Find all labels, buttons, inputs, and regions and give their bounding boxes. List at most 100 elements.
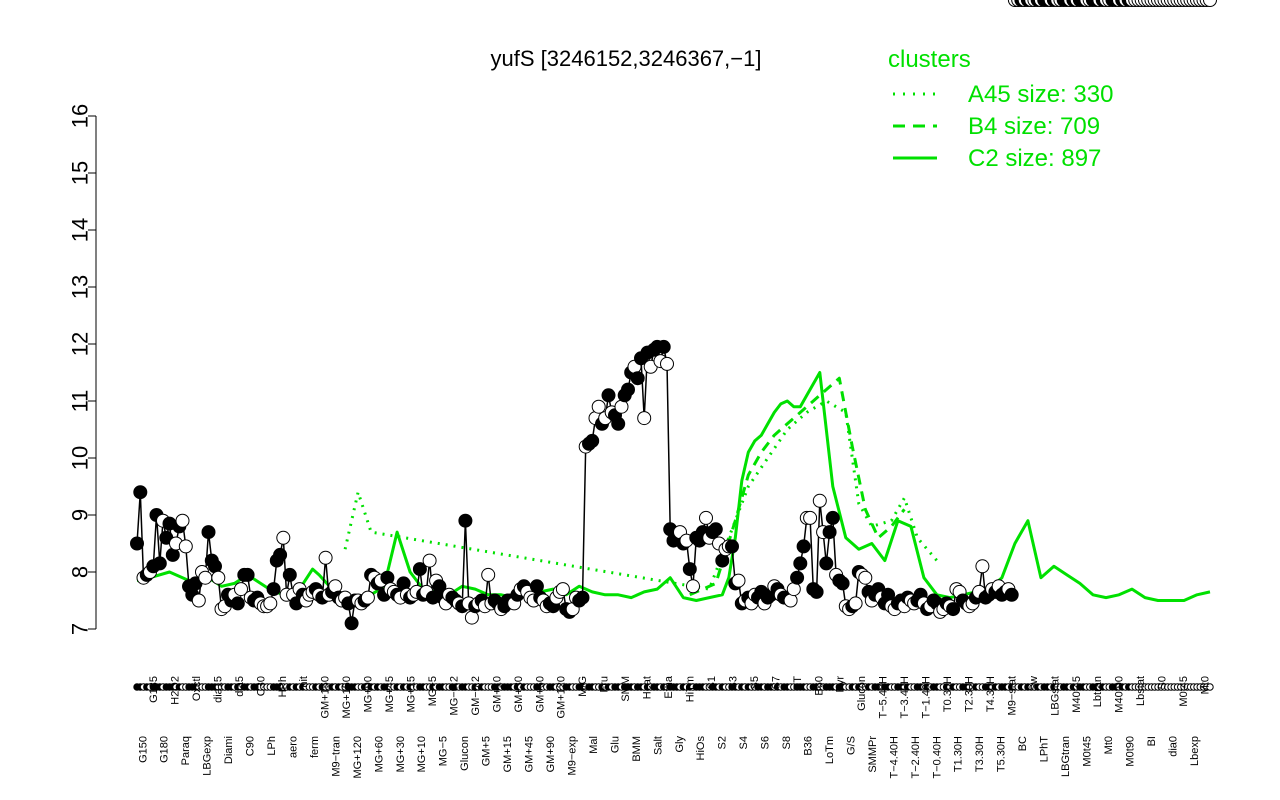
x-tick-label: Diami <box>223 736 235 764</box>
x-tick-label: ferm <box>309 736 321 758</box>
x-tick-label: Lbstat <box>1135 676 1147 706</box>
x-tick-label: MG+30 <box>395 736 407 772</box>
data-point <box>793 556 808 571</box>
data-point <box>240 567 255 582</box>
data-point <box>682 562 697 577</box>
data-point <box>790 570 805 585</box>
x-tick-label: MG+10 <box>416 736 428 772</box>
x-tick-label: GM+60 <box>534 676 546 712</box>
x-tick-label: B60 <box>813 676 825 696</box>
legend-label-c2: C2 size: 897 <box>968 145 1101 172</box>
x-tick-label: G135 <box>148 676 160 703</box>
x-tick-label: T2.30H <box>963 676 975 712</box>
data-point <box>575 590 590 605</box>
data-point <box>230 596 245 611</box>
data-point <box>699 510 713 525</box>
x-tick-label: T4.30H <box>985 676 997 712</box>
points-layer <box>130 0 1217 631</box>
x-tick-label: HiOs <box>695 736 707 761</box>
profile-line <box>136 345 1013 624</box>
x-tick-label: H2O2 <box>169 676 181 705</box>
data-point <box>630 371 645 386</box>
data-point <box>848 596 863 611</box>
x-tick-label: MG+5 <box>427 676 439 706</box>
x-tick-label: Paraq <box>180 736 192 765</box>
y-tick-label: 7 <box>68 623 93 635</box>
x-rug <box>133 683 1214 691</box>
x-tick-label: M40t45 <box>1071 676 1083 713</box>
x-tick-label: Lbtran <box>1092 676 1104 707</box>
data-point <box>858 570 873 585</box>
series-line-solid <box>136 371 1211 602</box>
data-point <box>318 550 333 565</box>
data-point <box>585 433 600 448</box>
x-tick-label: GM+5 <box>481 736 493 766</box>
data-point <box>198 570 213 585</box>
y-tick-label: 10 <box>68 446 93 470</box>
data-point <box>731 573 746 588</box>
x-tick-label: BC <box>1017 736 1029 751</box>
data-point <box>660 356 674 371</box>
x-tick-label: M9−exp <box>566 736 578 775</box>
x-tick-label: S6 <box>760 736 772 749</box>
x-tick-label: T−1.40H <box>921 676 933 719</box>
x-tick-label: LoTm <box>824 736 836 764</box>
data-point <box>656 339 671 354</box>
x-tick-label: GM+30 <box>513 676 525 712</box>
data-point <box>152 556 167 571</box>
x-tick-label: MG+90 <box>363 676 375 712</box>
data-point <box>725 539 739 554</box>
x-tick-label: MG+15 <box>405 676 417 712</box>
x-tick-label: MG+150 <box>341 676 353 719</box>
x-tick-label: M0t45 <box>1178 676 1190 707</box>
x-tick-label: M9−stat <box>1006 676 1018 715</box>
x-tick-label: Fru <box>599 676 611 693</box>
data-point <box>796 539 811 554</box>
data-point <box>611 416 626 431</box>
x-tick-label: GM+90 <box>545 736 557 772</box>
x-tick-label: M9−tran <box>330 736 342 777</box>
x-tick-label: nit <box>298 676 310 688</box>
data-point <box>263 596 278 611</box>
x-tick-label: M/G <box>577 676 589 697</box>
data-point <box>481 567 496 582</box>
data-point <box>282 567 297 582</box>
x-tick-label: GM+45 <box>523 736 535 772</box>
x-tick-label: GM+150 <box>320 676 332 719</box>
x-tick-label: Pyr <box>835 676 847 693</box>
y-tick-label: 12 <box>68 332 93 356</box>
x-tick-label: SMM <box>620 676 632 702</box>
data-point <box>130 536 144 551</box>
x-tick-label: T−0.40H <box>931 736 943 779</box>
x-tick-label: S3 <box>727 676 739 689</box>
x-tick-label: BT <box>792 676 804 690</box>
x-tick-label: BMM <box>631 736 643 762</box>
data-point <box>555 582 570 597</box>
x-tick-label: T−2.40H <box>910 736 922 779</box>
x-tick-label: dia15 <box>212 676 224 703</box>
y-tick-label: 16 <box>68 104 93 128</box>
x-tick-label: Lbexp <box>1189 736 1201 766</box>
data-point <box>276 530 291 545</box>
x-tick-label: G180 <box>159 736 171 763</box>
data-point <box>601 388 616 403</box>
data-point <box>234 582 248 597</box>
data-point <box>178 539 193 554</box>
data-point <box>422 553 437 568</box>
x-tick-label: S7 <box>770 676 782 689</box>
x-tick-label: LBGstat <box>1049 676 1061 716</box>
x-tick-label: GM−0.2 <box>470 676 482 715</box>
x-tick-label: Mt0 <box>1103 736 1115 754</box>
x-labels: G150 G135 G180 H2O2 Paraq Oxctl LBGexp dia15 Dia… <box>137 675 1211 778</box>
data-point <box>975 559 990 574</box>
series-layer <box>136 371 1211 602</box>
x-tick-label: LPhT <box>1039 736 1051 763</box>
legend: clusters A45 size: 330 B4 size: 709 C2 s… <box>888 46 1113 172</box>
x-tick-label: GM+120 <box>556 676 568 719</box>
x-tick-label: T5.30H <box>996 736 1008 772</box>
y-tick-label: 8 <box>68 566 93 578</box>
x-tick-label: Mt0 <box>1199 676 1211 694</box>
x-tick-label: MG+120 <box>352 736 364 779</box>
data-point <box>266 582 281 597</box>
